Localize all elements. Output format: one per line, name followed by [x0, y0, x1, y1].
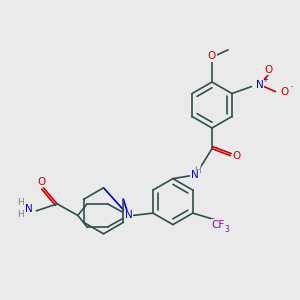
- Text: 3: 3: [224, 224, 229, 233]
- Text: N: N: [124, 210, 132, 220]
- Text: O: O: [280, 87, 289, 97]
- Text: CF: CF: [211, 220, 224, 230]
- Text: H: H: [17, 198, 24, 207]
- Text: +: +: [262, 76, 268, 82]
- Text: O: O: [37, 177, 46, 187]
- Text: H: H: [194, 166, 201, 175]
- Text: O: O: [208, 51, 216, 61]
- Text: N: N: [256, 80, 263, 90]
- Text: -: -: [290, 84, 293, 90]
- Text: H: H: [17, 210, 24, 219]
- Text: N: N: [25, 204, 32, 214]
- Text: O: O: [264, 64, 273, 75]
- Text: N: N: [190, 170, 198, 180]
- Text: O: O: [232, 151, 241, 160]
